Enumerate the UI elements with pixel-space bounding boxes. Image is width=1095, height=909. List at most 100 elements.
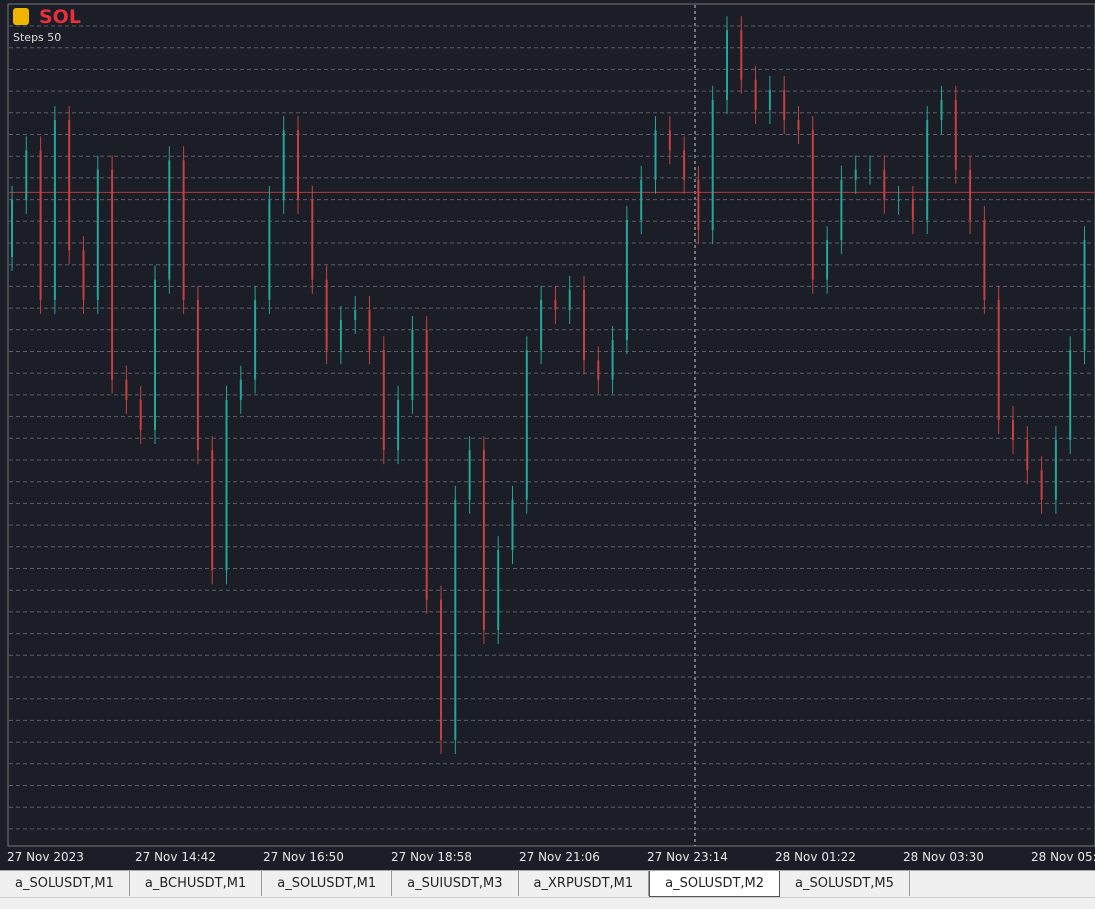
candle	[182, 160, 185, 300]
candle	[339, 320, 342, 351]
candle	[969, 169, 972, 221]
candle	[25, 150, 28, 200]
candle	[454, 499, 457, 740]
candle	[568, 289, 571, 310]
candle	[297, 130, 299, 200]
candle	[911, 199, 914, 221]
candle	[325, 279, 328, 351]
tab[interactable]: a_SOLUSDT,M1	[0, 871, 130, 896]
candle	[768, 89, 771, 110]
candle	[440, 599, 442, 740]
candle	[139, 399, 142, 431]
candle	[196, 299, 199, 451]
candle	[125, 379, 128, 400]
candle	[668, 130, 671, 151]
candle	[268, 199, 271, 300]
candle	[39, 150, 42, 300]
candle	[68, 120, 71, 251]
candle	[940, 99, 943, 121]
chart: SOL Steps 50 27 Nov 2023 27 Nov 14:42 27 N…	[0, 0, 1095, 870]
candle	[82, 250, 85, 300]
symbol: SOL	[39, 6, 81, 28]
candle	[754, 79, 757, 110]
candle	[53, 120, 56, 300]
candle	[468, 450, 471, 500]
candle	[554, 299, 557, 310]
symbol-icon	[13, 8, 29, 25]
candle	[611, 340, 614, 380]
candle	[1012, 419, 1014, 441]
candle	[983, 220, 986, 300]
candle	[640, 179, 643, 221]
tab[interactable]: a_SOLUSDT,M5	[780, 871, 910, 896]
candle	[211, 450, 214, 571]
candle	[840, 179, 843, 241]
candle	[411, 330, 414, 400]
candle	[1040, 470, 1043, 500]
time-label: 27 Nov 2023	[7, 850, 84, 864]
candle	[239, 379, 242, 400]
tab[interactable]: a_SUIUSDT,M3	[392, 871, 519, 896]
candle	[111, 169, 114, 380]
candle	[740, 30, 743, 80]
candle	[897, 199, 900, 201]
candle	[311, 199, 314, 280]
time-label: 27 Nov 23:14	[647, 850, 728, 864]
candle	[511, 499, 514, 551]
candle	[354, 309, 357, 320]
candle	[783, 89, 786, 121]
time-label: 28 Nov 03:30	[903, 850, 984, 864]
candle	[711, 99, 714, 231]
candle	[1054, 440, 1057, 500]
candle	[540, 299, 543, 351]
tab[interactable]: a_BCHUSDT,M1	[130, 871, 263, 896]
candle	[797, 120, 800, 131]
time-label: 27 Nov 18:58	[391, 850, 472, 864]
candle	[597, 360, 600, 380]
candle	[826, 240, 829, 280]
candle	[883, 169, 886, 200]
candle	[254, 299, 257, 380]
tab[interactable]: a_SOLUSDT,M2	[649, 871, 781, 897]
candle	[811, 130, 814, 280]
candle	[497, 550, 500, 630]
time-label: 28 Nov 05:3	[1031, 850, 1095, 864]
status-bar	[0, 897, 1095, 909]
candle	[96, 169, 99, 300]
candle	[1069, 350, 1072, 441]
indicator-label: Steps 50	[13, 31, 61, 44]
candle	[382, 350, 385, 451]
time-label: 27 Nov 14:42	[135, 850, 216, 864]
candle	[168, 160, 171, 280]
candle	[525, 350, 528, 500]
candle	[1026, 440, 1029, 471]
candle	[926, 120, 929, 221]
candle	[11, 199, 13, 257]
time-label: 27 Nov 21:06	[519, 850, 600, 864]
candle	[1083, 240, 1086, 351]
candle	[368, 309, 371, 351]
candle	[583, 289, 585, 361]
candle	[425, 330, 428, 600]
candle	[654, 130, 657, 180]
time-label: 27 Nov 16:50	[263, 850, 344, 864]
candle	[683, 150, 686, 180]
tab[interactable]: a_XRPUSDT,M1	[519, 871, 650, 896]
candle	[697, 179, 700, 231]
candle	[482, 450, 485, 630]
candle	[625, 220, 628, 341]
candle	[397, 399, 400, 451]
candle	[869, 169, 871, 171]
tab[interactable]: a_SOLUSDT,M1	[262, 871, 393, 896]
candle	[954, 99, 957, 170]
candle	[997, 299, 1000, 420]
tab-bar: a_SOLUSDT,M1 a_BCHUSDT,M1 a_SOLUSDT,M1 a_SU…	[0, 870, 1095, 897]
candle	[726, 30, 728, 100]
time-label: 28 Nov 01:22	[775, 850, 856, 864]
candle	[154, 279, 156, 431]
candle	[282, 130, 285, 200]
chart-frame	[7, 3, 1095, 847]
candle	[854, 169, 857, 180]
candle	[225, 399, 228, 571]
